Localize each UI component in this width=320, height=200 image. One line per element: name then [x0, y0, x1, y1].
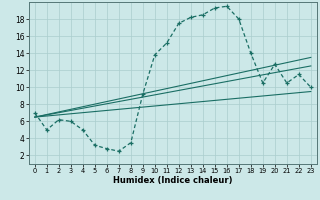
X-axis label: Humidex (Indice chaleur): Humidex (Indice chaleur)	[113, 176, 233, 185]
